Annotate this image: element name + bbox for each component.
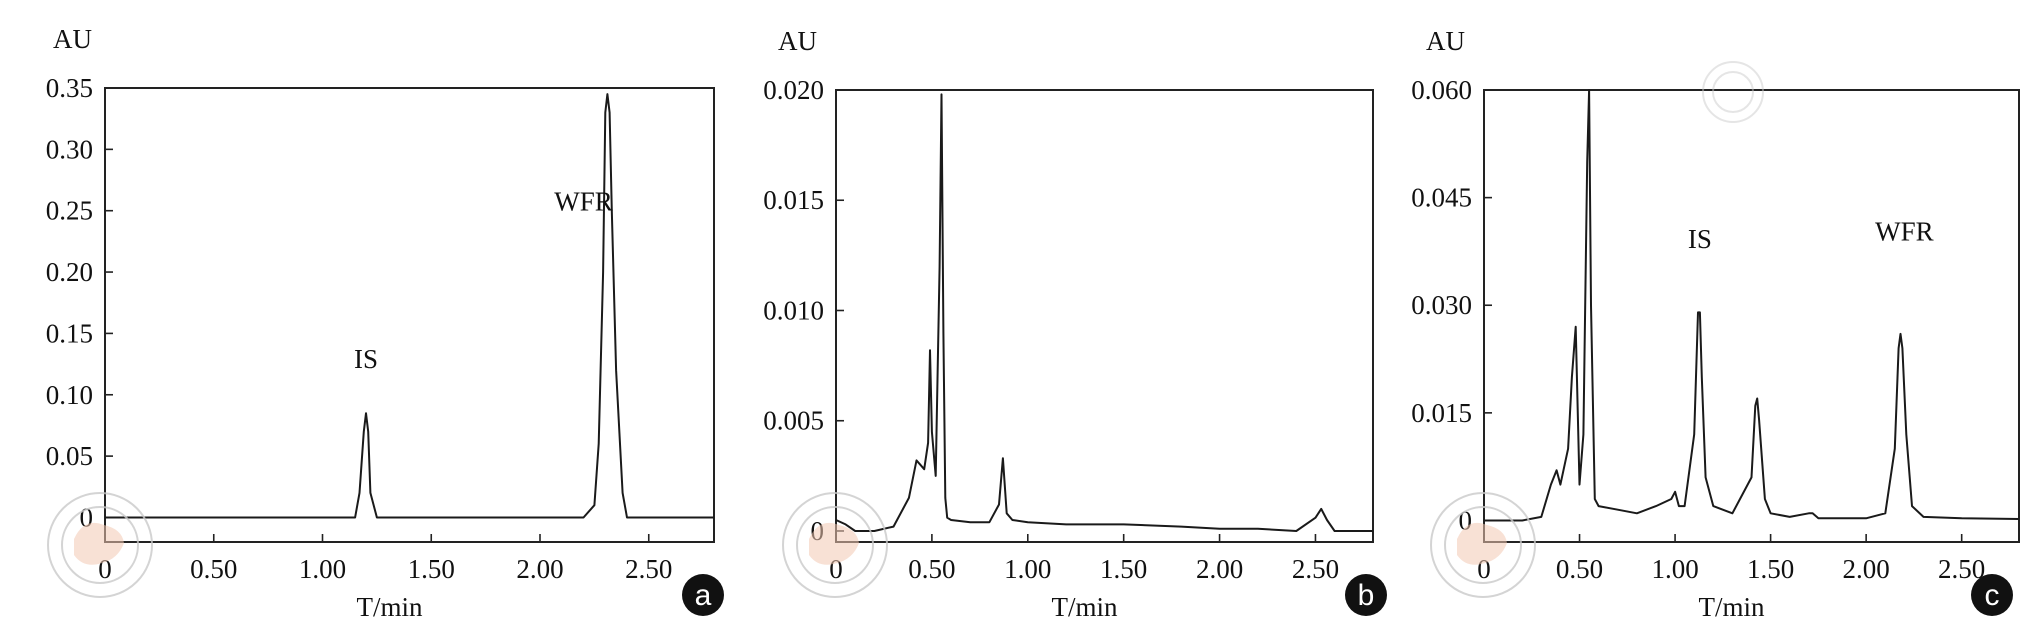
panel-a-chromatogram-trace	[105, 93, 714, 519]
panel-c-chromatogram-trace	[1484, 89, 2020, 522]
panel-a-x-tick-label: 1.00	[299, 554, 346, 584]
panel-c-y-tick-label: 0.030	[1411, 290, 1472, 320]
panel-c-letter-badge: c	[1971, 574, 2013, 616]
panel-b-chromatogram-trace	[835, 93, 1373, 532]
panel-a: 00.050.100.150.200.250.300.350 0.50 1.00 1.…	[46, 24, 724, 622]
panel-c-peak-label: WFR	[1875, 217, 1934, 247]
association-seal-icon	[1430, 492, 1536, 598]
panel-a-x-tick-label: 2.50	[625, 554, 672, 584]
panel-b: 00.0050.0100.0150.02000.501.001.502.002.…	[763, 26, 1387, 622]
panel-c-y-tick-label: 0.015	[1411, 398, 1472, 428]
panel-a-peak-label: IS	[354, 344, 378, 374]
panel-c-x-tick-label: 2.50	[1938, 554, 1985, 584]
panel-a-y-tick-label: 0.10	[46, 380, 93, 410]
panel-a-y-tick-label: 0.15	[46, 318, 93, 348]
panel-c-y-tick-label: 0.060	[1411, 75, 1472, 105]
panel-b-letter-badge: b	[1345, 574, 1387, 616]
panel-a-y-tick-label: 0.25	[46, 196, 93, 226]
panel-c-x-axis-title: T/min	[1699, 592, 1765, 622]
panel-c-y-axis-title: AU	[1426, 26, 1465, 56]
panel-b-plot-frame	[835, 89, 1374, 543]
panel-a-y-axis-title: AU	[53, 24, 92, 54]
panel-a-x-tick-label: 2.00	[516, 554, 563, 584]
panel-b-x-axis-title: T/min	[1052, 592, 1118, 622]
panel-b-x-tick-label: 0.50	[908, 554, 955, 584]
panel-b-y-tick-label: 0.015	[763, 185, 824, 215]
panel-c-plot-frame	[1483, 89, 2020, 543]
panel-c-x-tick-label: 1.00	[1651, 554, 1698, 584]
panel-b-x-tick-label: 1.50	[1100, 554, 1147, 584]
panel-a-y-tick-label: 0.30	[46, 134, 93, 164]
watermark-logos	[47, 61, 1764, 598]
svg-text:c: c	[1985, 579, 2000, 612]
panel-a-x-tick-label: 0.50	[190, 554, 237, 584]
panel-b-y-tick-label: 0.005	[763, 406, 824, 436]
panel-b-x-tick-label: 1.00	[1004, 554, 1051, 584]
panel-c-x-tick-label: 2.00	[1843, 554, 1890, 584]
panel-a-y-tick-label: 0.05	[46, 441, 93, 471]
panel-a-plot-frame	[104, 87, 715, 543]
association-seal-icon	[1702, 61, 1764, 123]
svg-text:a: a	[695, 579, 712, 612]
panel-a-y-tick-label: 0.35	[46, 73, 93, 103]
panel-b-x-tick-label: 2.50	[1292, 554, 1339, 584]
panel-b-y-tick-label: 0.020	[763, 75, 824, 105]
panel-a-letter-badge: a	[682, 574, 724, 616]
panel-b-x-tick-label: 2.00	[1196, 554, 1243, 584]
panel-c-peak-label: IS	[1688, 224, 1712, 254]
panel-a-x-axis-title: T/min	[357, 592, 423, 622]
association-seal-icon	[47, 492, 153, 598]
association-seal-icon	[782, 492, 888, 598]
panel-a-x-tick-label: 1.50	[408, 554, 455, 584]
panel-a-y-tick-label: 0.20	[46, 257, 93, 287]
panel-b-y-axis-title: AU	[778, 26, 817, 56]
panel-b-y-tick-label: 0.010	[763, 295, 824, 325]
panel-c-x-tick-label: 0.50	[1556, 554, 1603, 584]
panel-c-x-tick-label: 1.50	[1747, 554, 1794, 584]
svg-text:b: b	[1358, 579, 1375, 612]
panel-a-peak-label: WFR	[554, 187, 613, 217]
panel-c-y-tick-label: 0.045	[1411, 183, 1472, 213]
